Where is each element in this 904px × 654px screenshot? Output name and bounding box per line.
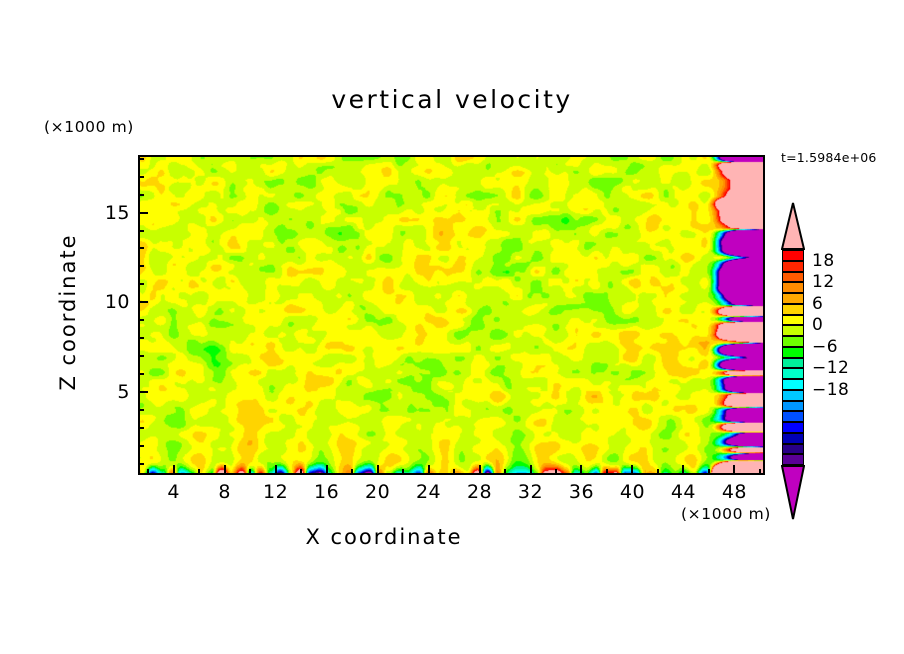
colorbar-band <box>782 357 804 369</box>
x-axis-title: X coordinate <box>305 525 463 549</box>
colorbar-bottom-cap <box>780 465 806 520</box>
colorbar-band <box>782 368 804 379</box>
colorbar-band <box>782 400 804 412</box>
colorbar-band <box>782 346 804 358</box>
colorbar-band <box>782 303 804 315</box>
colorbar-band <box>782 282 804 293</box>
colorbar-tick-label: −18 <box>812 379 850 400</box>
y-axis-units-label: (×1000 m) <box>44 118 134 136</box>
time-annotation: t=1.5984e+06 <box>781 150 877 165</box>
colorbar <box>782 250 804 465</box>
colorbar-band <box>782 422 804 433</box>
colorbar-band <box>782 336 804 347</box>
colorbar-band <box>782 250 804 261</box>
colorbar-band <box>782 389 804 401</box>
colorbar-band <box>782 325 804 336</box>
colorbar-tick-label: 12 <box>812 272 835 293</box>
colorbar-band <box>782 443 804 455</box>
page-title: vertical velocity <box>331 85 573 114</box>
colorbar-band <box>782 260 804 272</box>
colorbar-band <box>782 432 804 444</box>
colorbar-tick-label: −12 <box>812 358 850 379</box>
colorbar-band <box>782 411 804 422</box>
colorbar-tick-label: 6 <box>812 293 824 314</box>
contour-plot-area <box>138 155 765 475</box>
colorbar-band <box>782 293 804 304</box>
x-axis-units-label: (×1000 m) <box>681 505 771 523</box>
colorbar-tick-label: −6 <box>812 336 839 357</box>
colorbar-band <box>782 454 804 465</box>
colorbar-top-cap <box>780 202 806 250</box>
colorbar-band <box>782 314 804 326</box>
vertical-velocity-contour-field <box>140 157 763 473</box>
colorbar-tick-label: 18 <box>812 250 835 271</box>
colorbar-band <box>782 271 804 283</box>
colorbar-tick-label: 0 <box>812 315 824 336</box>
colorbar-band <box>782 379 804 390</box>
